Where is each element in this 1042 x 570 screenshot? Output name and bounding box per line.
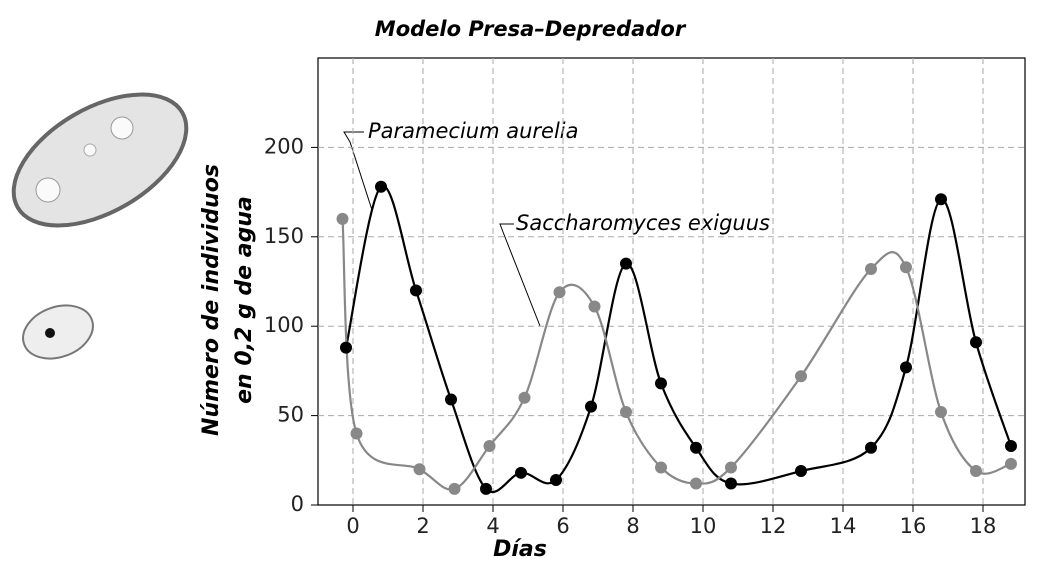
data-point [515,466,527,479]
data-point [970,465,982,478]
data-point [336,212,349,225]
data-point [620,406,632,419]
series-label: Paramecium aurelia [368,119,579,143]
x-axis-label: Días [493,537,547,562]
leader-line [499,223,541,327]
data-point [483,439,496,452]
data-point [1005,439,1017,452]
chart-title: Modelo Presa–Depredador [375,17,687,41]
y-tick-label: 200 [264,134,304,158]
data-point [900,261,912,274]
plot-frame [317,57,1026,506]
data-point [795,465,807,478]
data-point [900,361,912,374]
data-point [795,370,807,383]
data-point [445,393,457,406]
x-tick-label: 8 [626,514,639,538]
data-point [448,482,461,495]
data-point [690,441,702,454]
data-point [480,482,492,495]
x-tick-label: 6 [556,514,569,538]
x-tick-label: 4 [486,514,499,538]
vacuole [110,116,134,140]
series-line [344,184,1013,493]
data-point [935,406,947,419]
vacuole [35,177,61,203]
data-point [410,284,422,297]
y-axis-label: Número de individuos [199,164,224,436]
x-tick-label: 12 [760,514,787,538]
leader-line [343,131,373,211]
data-point [588,300,601,313]
data-point [690,477,702,490]
x-tick-label: 10 [690,514,717,538]
data-point [350,427,363,440]
y-axis-label: en 0,2 g de agua [232,196,257,404]
series-line [341,218,1012,491]
data-point [413,463,426,476]
data-point [550,473,562,486]
data-point [340,341,352,354]
y-tick-label: 0 [291,492,304,516]
y-tick-label: 50 [277,403,304,427]
x-tick-label: 0 [346,514,359,538]
data-point [725,461,737,474]
x-tick-label: 14 [830,514,857,538]
data-point [620,257,632,270]
data-point [655,377,667,390]
x-tick-label: 16 [900,514,927,538]
data-point [585,400,597,413]
nucleus [45,328,55,338]
data-point [553,286,566,299]
cell-illustrations [11,92,189,360]
y-tick-label: 100 [264,313,304,337]
data-point [1005,457,1017,470]
data-point [935,193,947,206]
data-point [375,180,387,193]
data-point [518,391,531,404]
data-point [655,461,667,474]
data-point [865,262,877,275]
data-point [725,477,737,490]
vacuole [83,143,97,157]
series-label: Saccharomyces exiguus [516,211,770,235]
x-tick-label: 18 [970,514,997,538]
paramecium-cell [11,92,189,228]
data-point [970,336,982,349]
y-tick-label: 150 [264,224,304,248]
data-point [865,441,877,454]
x-tick-label: 2 [416,514,429,538]
yeast-cell [22,304,94,360]
